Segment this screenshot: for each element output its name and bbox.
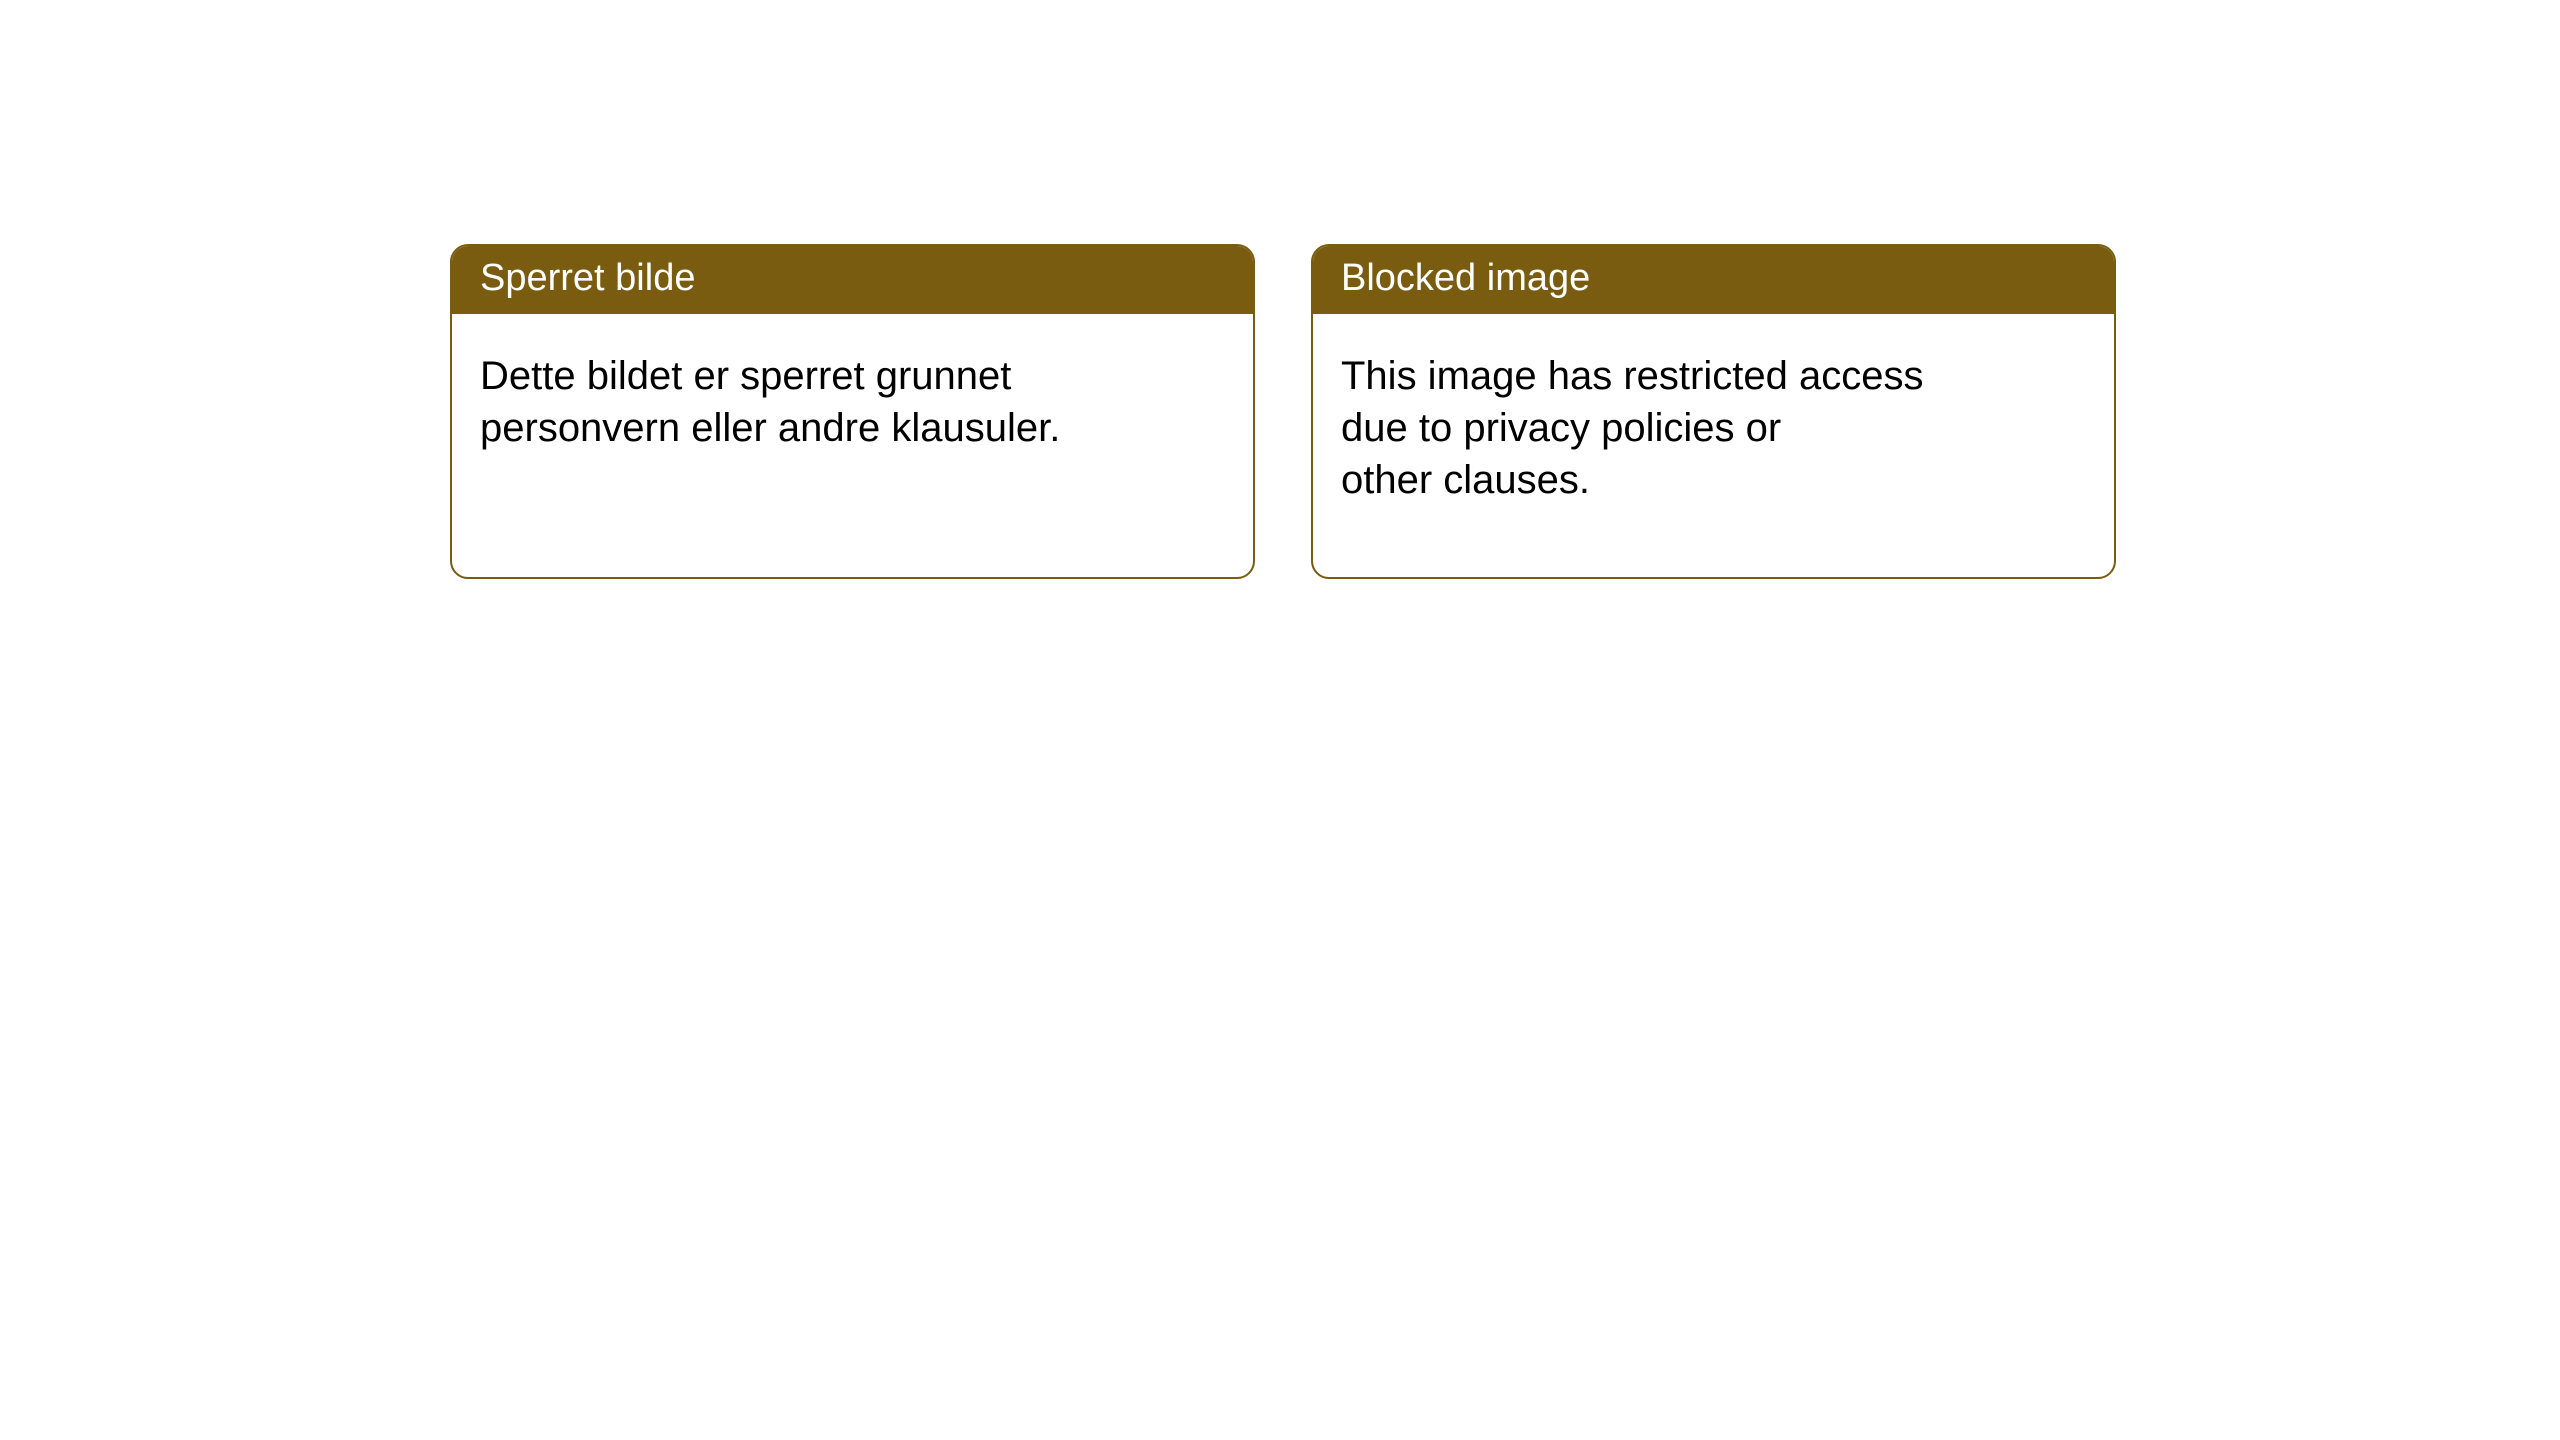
notice-card-english: Blocked image This image has restricted … xyxy=(1311,244,2116,579)
notice-body-english: This image has restricted access due to … xyxy=(1313,314,2114,534)
notice-body-line: Dette bildet er sperret grunnet xyxy=(480,350,1225,402)
notice-body-line: personvern eller andre klausuler. xyxy=(480,402,1225,454)
notice-body-line: This image has restricted access xyxy=(1341,350,2086,402)
notice-header-norwegian: Sperret bilde xyxy=(452,246,1253,314)
notice-header-english: Blocked image xyxy=(1313,246,2114,314)
notice-body-norwegian: Dette bildet er sperret grunnet personve… xyxy=(452,314,1253,482)
notice-body-line: due to privacy policies or xyxy=(1341,402,2086,454)
notice-body-line: other clauses. xyxy=(1341,454,2086,506)
notice-card-norwegian: Sperret bilde Dette bildet er sperret gr… xyxy=(450,244,1255,579)
notice-container: Sperret bilde Dette bildet er sperret gr… xyxy=(0,0,2560,579)
